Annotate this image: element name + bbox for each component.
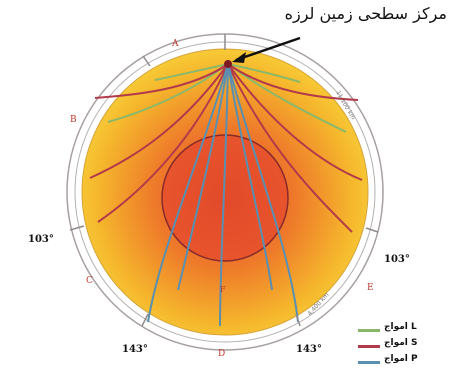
epicenter-dot [224,60,232,68]
wave-legend: امواج L امواج S امواج P [358,322,448,374]
zone-label-c: C [86,276,93,286]
zone-label-e: E [367,283,374,293]
zone-label-d: D [218,349,225,359]
zone-label-b: B [70,115,77,125]
legend-swatch-p [358,361,380,364]
epicenter-caption: مرکز سطحی زمین لرزه [284,4,447,23]
epicenter-arrow [235,36,301,62]
legend-item-s: امواج S [358,338,448,354]
legend-label-l: امواج L [384,322,417,332]
angle-label-right-143: 143° [296,344,322,355]
legend-item-p: امواج P [358,354,448,370]
angle-label-right-103: 103° [384,254,410,265]
legend-item-l: امواج L [358,322,448,338]
legend-swatch-l [358,329,380,332]
legend-label-s: امواج S [384,338,418,348]
p-wave-paths [147,63,299,327]
ring-ticks [69,34,379,327]
s-wave-paths [89,63,363,233]
angle-label-left-143: 143° [122,344,148,355]
legend-swatch-s [358,345,380,348]
arrowhead-icon [232,52,246,63]
zone-label-a: A [171,39,179,49]
angle-label-left-103: 103° [28,234,54,245]
legend-label-p: امواج P [384,354,418,364]
zone-label-f: F [220,285,226,294]
